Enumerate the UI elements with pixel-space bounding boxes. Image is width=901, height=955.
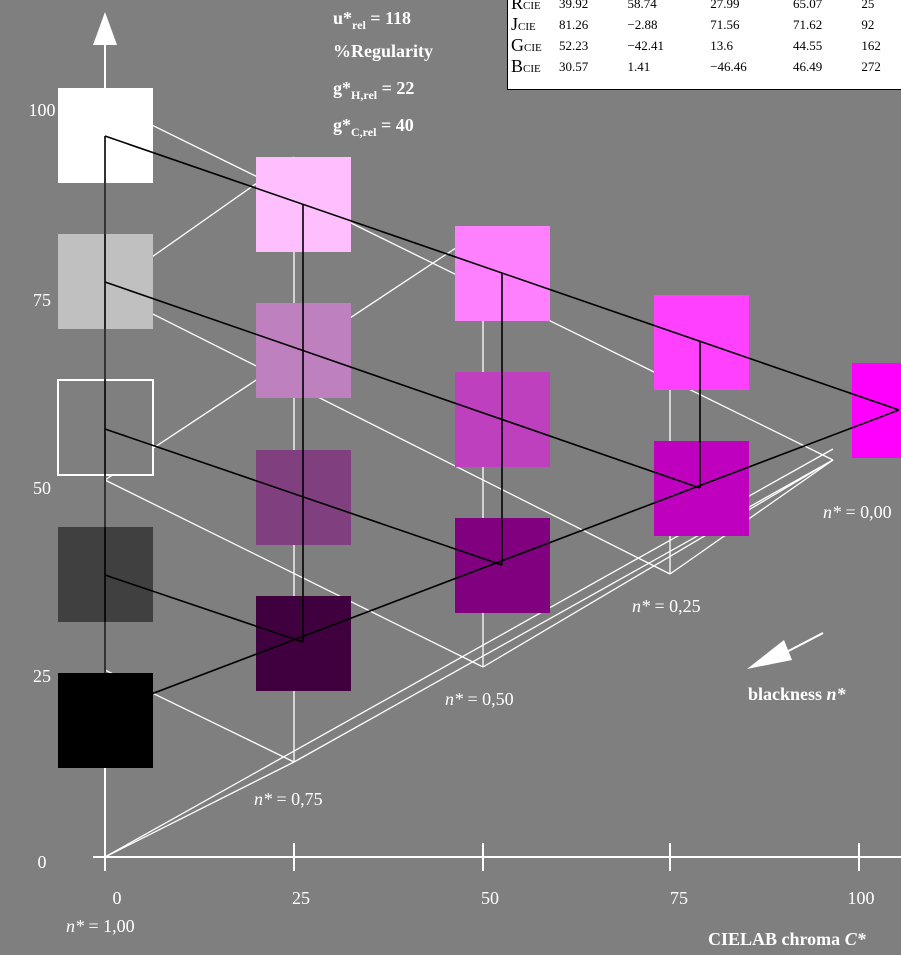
cie-table-cell: 27.99: [710, 0, 740, 11]
cie-row-label: JCIE: [511, 14, 536, 34]
cie-table-cell: 30.57: [559, 58, 589, 74]
x-tick-label: 75: [670, 888, 688, 908]
y-axis-arrow: [93, 12, 117, 45]
cie-data-table: RCIE 39.92 58.74 27.99 65.07 25 JCIE 81.26 −2.88…: [507, 0, 901, 90]
cie-table-cell: −46.46: [710, 58, 747, 74]
cie-table-cell: 52.23: [559, 37, 589, 53]
y-tick-label: 0: [38, 852, 47, 872]
blackness-arrow-head: [747, 640, 792, 669]
u-rel-label: u*rel = 118: [333, 8, 411, 32]
x-tick-label: 50: [481, 888, 499, 908]
cie-table-cell: 65.07: [792, 0, 823, 11]
g-c-rel-label: g*C,rel = 40: [333, 115, 414, 139]
connection-line: [124, 409, 900, 705]
cie-table-cell: −2.88: [627, 16, 658, 32]
cie-table-cell: 1.41: [627, 58, 651, 74]
grid-line: [669, 459, 834, 575]
cie-table-row: JCIE 81.26 −2.88 71.56 71.62 92: [508, 14, 901, 35]
grid-line: [104, 761, 295, 858]
cie-row-label: BCIE: [511, 56, 541, 76]
x-tick-label: 100: [848, 888, 875, 908]
regularity-label: %Regularity: [333, 41, 433, 61]
cie-table-cell: 162: [861, 37, 881, 53]
blackness-label-025: n* = 0,25: [632, 596, 701, 616]
cie-table-cell: 71.56: [710, 16, 740, 32]
connection-line: [104, 281, 701, 489]
g-h-rel-label: g*H,rel = 22: [333, 78, 414, 102]
connection-line: [104, 574, 304, 643]
cie-table-cell: 44.55: [792, 37, 823, 53]
y-tick-label: 75: [33, 290, 51, 310]
cie-table-cell: 39.92: [559, 0, 589, 11]
cie-table-row: RCIE 39.92 58.74 27.99 65.07 25: [508, 0, 901, 14]
cie-table-row: GCIE 52.23 −42.41 13.6 44.55 162: [508, 35, 901, 56]
x-tick-label: 25: [292, 888, 310, 908]
cie-row-label: RCIE: [511, 0, 541, 13]
cie-table-cell: 272: [861, 58, 881, 74]
y-tick-label: 50: [33, 478, 51, 498]
color-patch: [852, 363, 901, 458]
cie-table-cell: 13.6: [710, 37, 733, 53]
cie-table-cell: 58.74: [627, 0, 657, 11]
grid-line: [482, 459, 834, 668]
blackness-arrow-label: blackness n*: [748, 684, 847, 704]
cie-table-cell: 46.49: [792, 58, 823, 74]
cie-table-row: BCIE 30.57 1.41 −46.46 46.49 272: [508, 56, 901, 77]
cie-table-cell: 25: [861, 0, 875, 11]
blackness-label-000: n* = 0,00: [823, 502, 892, 522]
blackness-label-050: n* = 0,50: [445, 689, 514, 709]
grid-line: [104, 289, 671, 575]
y-tick-label: 25: [33, 666, 51, 686]
cie-table-cell: −42.41: [627, 37, 665, 53]
grid-line: [293, 459, 834, 763]
cie-row-label: GCIE: [511, 35, 542, 55]
x-axis-label: CIELAB chroma C*: [708, 929, 867, 949]
cie-table-cell: 92: [861, 16, 875, 32]
y-tick-label: 100: [29, 100, 56, 120]
x-tick-label: 0: [113, 888, 122, 908]
blackness-label-075: n* = 0,75: [254, 789, 323, 809]
blackness-label-100: n* = 1,00: [66, 916, 135, 936]
cie-table-cell: 81.26: [559, 16, 589, 32]
color-patch: [654, 441, 749, 536]
cie-table-cell: 71.62: [792, 16, 823, 32]
